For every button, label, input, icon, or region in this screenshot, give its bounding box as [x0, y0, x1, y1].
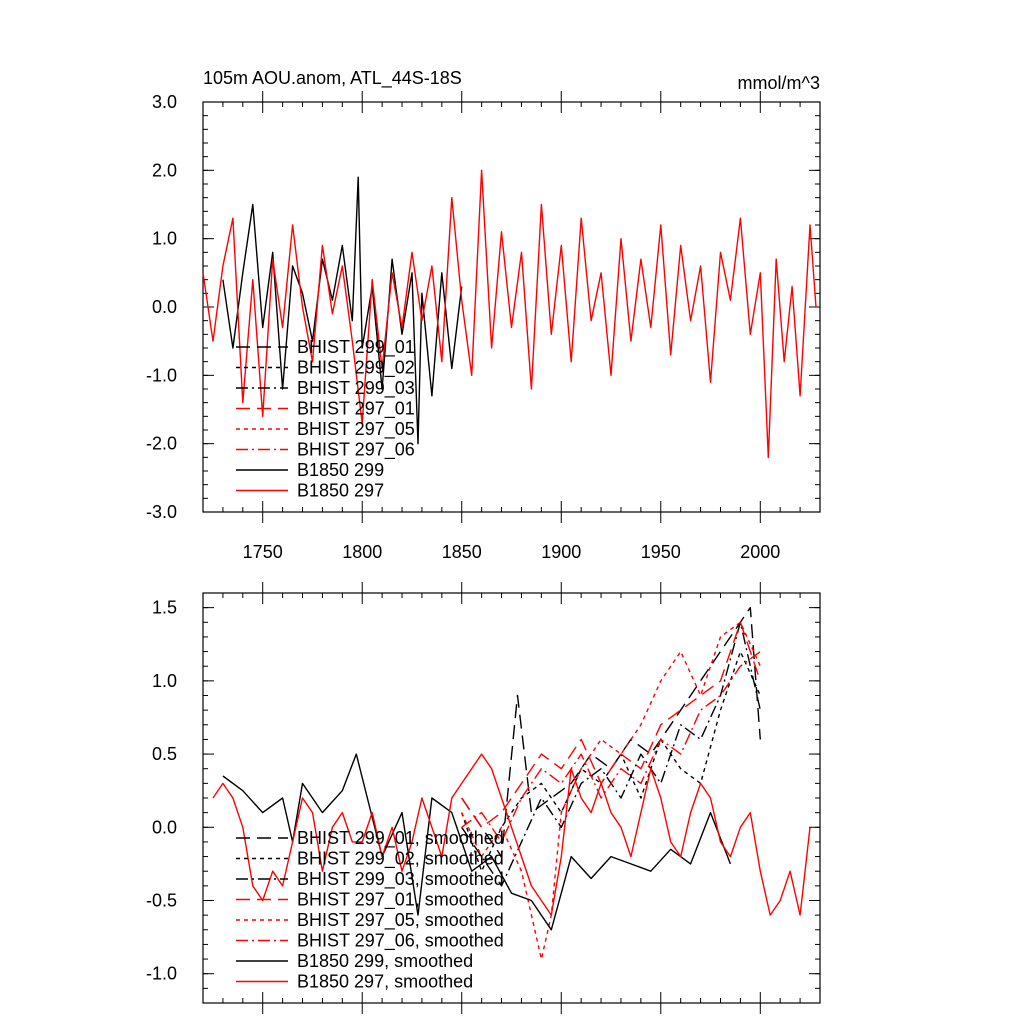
x-tick-label: 1900	[541, 542, 581, 562]
top-plot-frame	[202, 101, 821, 513]
bottom-series	[212, 606, 811, 960]
y-tick-label: 0.0	[152, 297, 177, 317]
series-line	[222, 176, 463, 445]
x-tick-label: 1750	[243, 542, 283, 562]
bottom-x-ticks	[222, 582, 801, 1014]
y-tick-label: 0.0	[152, 817, 177, 837]
y-tick-label: 1.0	[152, 229, 177, 249]
series-line	[461, 650, 761, 872]
series-line	[461, 621, 761, 887]
series-line	[212, 753, 811, 916]
series-line	[222, 753, 732, 931]
legend-label: B1850 299, smoothed	[297, 951, 473, 971]
legend-label: B1850 297	[297, 481, 384, 501]
legend-label: BHIST 297_01, smoothed	[297, 890, 504, 911]
top-series	[202, 169, 817, 458]
legend-label: BHIST 299_02	[297, 358, 415, 379]
legend-label: BHIST 297_05	[297, 419, 415, 440]
series-line	[461, 621, 761, 828]
y-tick-label: -3.0	[146, 502, 177, 522]
plot-title: 105m AOU.anom, ATL_44S-18S	[203, 68, 462, 89]
top-y-ticks: -3.0 -2.0 -1.0 0.0 1.0 2.0 3.0	[146, 92, 820, 522]
units-label: mmol/m^3	[738, 73, 820, 93]
legend-label: BHIST 299_02, smoothed	[297, 849, 504, 870]
legend-label: BHIST 297_01	[297, 399, 415, 420]
legend-label: BHIST 297_06	[297, 440, 415, 461]
legend-label: BHIST 299_01, smoothed	[297, 828, 504, 849]
y-tick-label: 0.5	[152, 744, 177, 764]
x-tick-label: 1850	[442, 542, 482, 562]
x-tick-label: 2000	[740, 542, 780, 562]
y-tick-label: -1.0	[146, 964, 177, 984]
legend-label: B1850 297, smoothed	[297, 972, 473, 992]
legend-label: BHIST 297_05, smoothed	[297, 910, 504, 931]
legend-label: BHIST 297_06, smoothed	[297, 931, 504, 952]
legend-label: BHIST 299_03, smoothed	[297, 869, 504, 890]
bottom-panel: -1.0 -0.5 0.0 0.5 1.0 1.5 BHIST 299_01, smoot…	[146, 582, 821, 1014]
y-tick-label: 3.0	[152, 92, 177, 112]
top-panel: 1750 1800 1850 1900 1950 2000 -3.0 -2.0 -1.0 0.0…	[146, 91, 821, 562]
series-line	[202, 169, 817, 458]
series-line	[461, 621, 761, 960]
y-tick-label: -0.5	[146, 891, 177, 911]
series-line	[461, 651, 761, 843]
series-line	[461, 606, 761, 858]
y-tick-label: 1.5	[152, 598, 177, 618]
x-tick-label: 1800	[342, 542, 382, 562]
x-tick-label: 1950	[641, 542, 681, 562]
legend-label: B1850 299	[297, 460, 384, 480]
y-tick-label: 1.0	[152, 671, 177, 691]
legend-label: BHIST 299_01	[297, 337, 415, 358]
top-x-ticks: 1750 1800 1850 1900 1950 2000	[222, 91, 801, 562]
y-tick-label: -2.0	[146, 434, 177, 454]
bottom-y-ticks: -1.0 -0.5 0.0 0.5 1.0 1.5	[146, 592, 820, 1004]
legend-label: BHIST 299_03	[297, 378, 415, 399]
y-tick-label: 2.0	[152, 160, 177, 180]
y-tick-label: -1.0	[146, 365, 177, 385]
bottom-plot-frame	[202, 592, 821, 1004]
